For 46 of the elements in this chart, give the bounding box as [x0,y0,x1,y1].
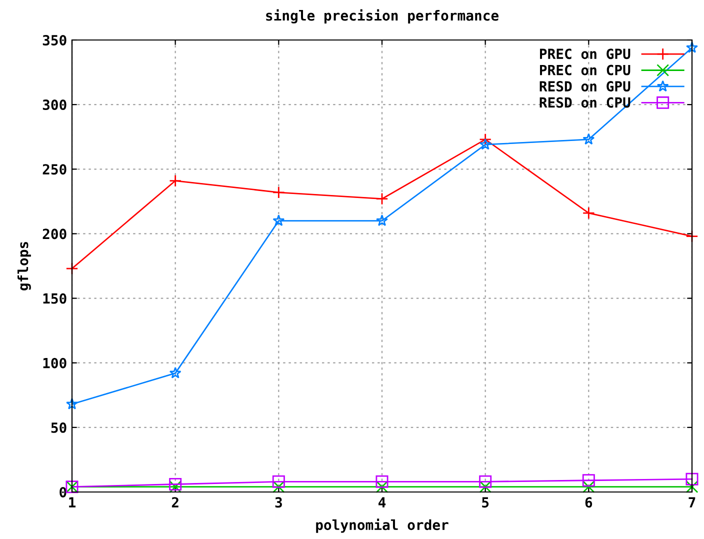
y-axis-title: gflops [18,242,31,290]
x-tick-label: 5 [482,497,489,508]
y-tick-label: 300 [42,100,66,110]
point [376,214,388,226]
y-tick-label: 0 [60,486,66,498]
y-tick-label: 100 [43,358,66,368]
point [582,480,595,494]
point [582,206,595,220]
legend-label: PREC on GPU [540,48,630,60]
point [376,475,388,488]
y-tick-label: 150 [43,293,66,304]
x-tick-label: 1 [69,497,76,508]
point [686,480,698,494]
point [169,366,182,378]
x-tick-label: 3 [275,497,282,508]
point [376,480,388,494]
point [169,480,182,494]
point [686,42,698,53]
point [479,475,492,488]
y-tick-label: 250 [42,164,66,175]
point [686,472,698,486]
chart-title: single precision performance [266,9,498,24]
y-tick-label: 50 [51,422,66,433]
legend-label: RESD on CPU [540,97,630,108]
x-tick-label: 4 [378,497,386,508]
point [582,133,595,145]
point [582,474,595,487]
point [479,133,492,146]
legend-label: PREC on CPU [540,64,630,76]
point [479,138,492,150]
legend-label: RESD on GPU [540,81,630,92]
point [66,398,78,410]
point [272,480,285,494]
point [376,192,388,206]
point [169,174,182,188]
point [272,214,285,226]
point [169,478,182,490]
point [272,475,285,488]
x-tick-label: 7 [688,497,696,508]
x-tick-label: 2 [172,497,178,508]
point [479,480,492,494]
point [272,186,285,199]
y-tick-label: 350 [42,34,66,46]
x-axis-title: polynomial order [316,518,448,533]
x-tick-label: 6 [585,497,592,508]
y-tick-label: 200 [42,228,66,240]
